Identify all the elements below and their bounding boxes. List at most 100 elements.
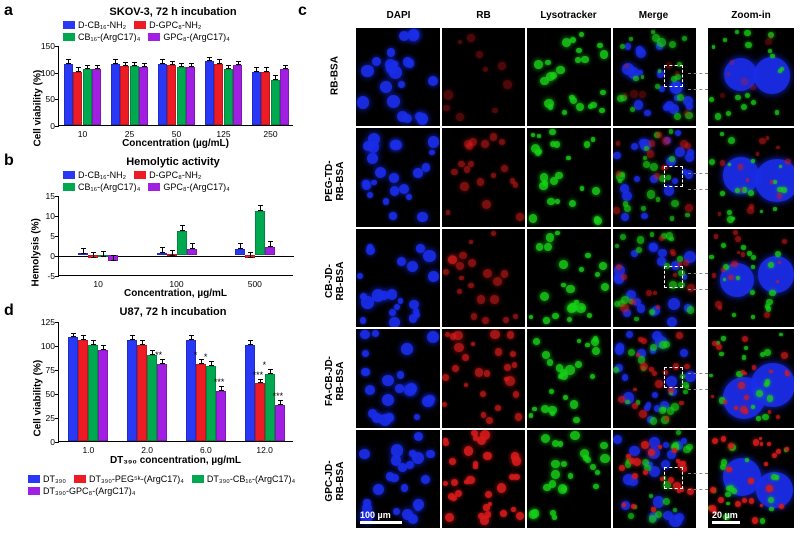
- error-bar: [132, 335, 133, 340]
- error-bar: [260, 205, 261, 211]
- chart-b-legend: D-CB₁₆-NH₂D-GPC₈-NH₂CB₁₆-(ArgC17)₄GPC₈-(…: [63, 170, 293, 194]
- zoom-box: [664, 65, 682, 87]
- bar: [73, 72, 82, 125]
- zoom-box: [664, 166, 682, 188]
- microscopy-tile: [442, 329, 526, 427]
- microscopy-zoom: [708, 229, 794, 327]
- error-bar: [240, 243, 241, 249]
- sig-marker: *: [263, 360, 267, 370]
- error-bar: [192, 243, 193, 249]
- microscopy-tile: [527, 229, 611, 327]
- error-bar: [270, 241, 271, 247]
- error-bar: [182, 225, 183, 231]
- sig-marker: *: [204, 352, 208, 362]
- error-bar: [181, 63, 182, 67]
- bar: [147, 355, 157, 441]
- error-bar: [266, 67, 267, 71]
- chart-d-title: U87, 72 h incubation: [58, 306, 288, 318]
- zoom-connector: [688, 173, 708, 174]
- error-bar: [78, 67, 79, 71]
- ytick: 5: [31, 231, 55, 241]
- bar: [92, 69, 101, 125]
- error-bar: [113, 255, 114, 261]
- bar: [214, 64, 223, 125]
- bar: [265, 247, 275, 255]
- error-bar: [142, 340, 143, 345]
- legend-label: D-CB₁₆-NH₂: [78, 20, 126, 30]
- bar: [177, 231, 187, 255]
- bar: [167, 65, 176, 125]
- bar: [158, 64, 167, 125]
- chart-a: SKOV-3, 72 h incubation D-CB₁₆-NH₂D-GPC₈…: [18, 6, 298, 151]
- bar: [255, 383, 265, 441]
- error-bar: [68, 59, 69, 63]
- ytick: 125: [31, 317, 55, 327]
- legend-label: CB₁₆-(ArgC17)₄: [78, 32, 140, 42]
- error-bar: [162, 359, 163, 364]
- error-bar: [285, 65, 286, 69]
- col-header: RB: [441, 10, 526, 21]
- bar: [280, 69, 289, 125]
- error-bar: [238, 61, 239, 65]
- bar: [275, 405, 285, 441]
- error-bar: [211, 361, 212, 366]
- legend-swatch: [134, 21, 146, 29]
- bar: [233, 65, 242, 125]
- panel-label-c: c: [298, 2, 307, 20]
- error-bar: [219, 59, 220, 63]
- microscopy-tile: [613, 229, 697, 327]
- microscopy-tile: [356, 329, 440, 427]
- bar: [187, 249, 197, 255]
- legend-swatch: [63, 183, 75, 191]
- error-bar: [191, 335, 192, 340]
- bar: [216, 391, 226, 441]
- sig-marker: ***: [253, 370, 264, 380]
- sig-marker: *: [194, 350, 198, 360]
- panel-label-b: b: [4, 152, 14, 170]
- microscopy-tile: [442, 430, 526, 528]
- microscopy-tile: [613, 128, 697, 226]
- xtick: 6.0: [177, 445, 236, 455]
- ytick: 100: [31, 341, 55, 351]
- error-bar: [93, 252, 94, 258]
- bar: [98, 350, 108, 441]
- legend-item: GPC₈-(ArgC17)₄: [148, 182, 229, 192]
- bar: [245, 345, 255, 441]
- ytick: 150: [31, 41, 55, 51]
- row-header: RB-BSA: [330, 41, 341, 111]
- microscopy-tile: [527, 28, 611, 126]
- chart-d-xlabel: DT₃₉₀ concentration, µg/mL: [58, 455, 293, 466]
- bar: [78, 340, 88, 441]
- panel-c: DAPIRBLysotrackerMergeZoom-in RB-BSAPEG-…: [318, 10, 796, 530]
- legend-item: CB₁₆-(ArgC17)₄: [63, 32, 140, 42]
- error-bar: [152, 350, 153, 355]
- bar: [120, 66, 129, 125]
- legend-item: DT₃₉₀-CB₁₆-(ArgC17)₄: [192, 474, 295, 484]
- legend-label: DT₃₉₀: [43, 474, 66, 484]
- chart-a-area: 050100150102550125250: [58, 46, 293, 126]
- chart-b: Hemolytic activity D-CB₁₆-NH₂D-GPC₈-NH₂C…: [18, 156, 298, 301]
- ytick: 10: [31, 211, 55, 221]
- bar: [68, 337, 78, 441]
- legend-swatch: [74, 475, 86, 483]
- legend-item: D-GPC₈-NH₂: [134, 170, 201, 180]
- error-bar: [103, 345, 104, 350]
- chart-d: U87, 72 h incubation Cell viability (%) …: [18, 306, 298, 531]
- bar: [157, 364, 167, 441]
- zoom-box: [664, 467, 682, 489]
- legend-label: CB₁₆-(ArgC17)₄: [78, 182, 140, 192]
- zoom-box: [664, 266, 682, 288]
- zoom-box: [664, 367, 682, 389]
- panel-c-zoomcol: 20 µm: [708, 28, 794, 528]
- bar: [111, 64, 120, 125]
- legend-item: DT₃₉₀-PEG⁵ᵏ-(ArgC17)₄: [74, 474, 184, 484]
- chart-b-area: -505101510100500: [58, 196, 293, 276]
- scale-bar: [360, 521, 402, 524]
- legend-swatch: [192, 475, 204, 483]
- chart-a-title: SKOV-3, 72 h incubation: [58, 6, 288, 18]
- error-bar: [275, 75, 276, 79]
- microscopy-tile: [356, 229, 440, 327]
- col-header: Merge: [611, 10, 696, 21]
- microscopy-tile: [356, 28, 440, 126]
- row-header: PEG-TD-RB-BSA: [324, 146, 346, 216]
